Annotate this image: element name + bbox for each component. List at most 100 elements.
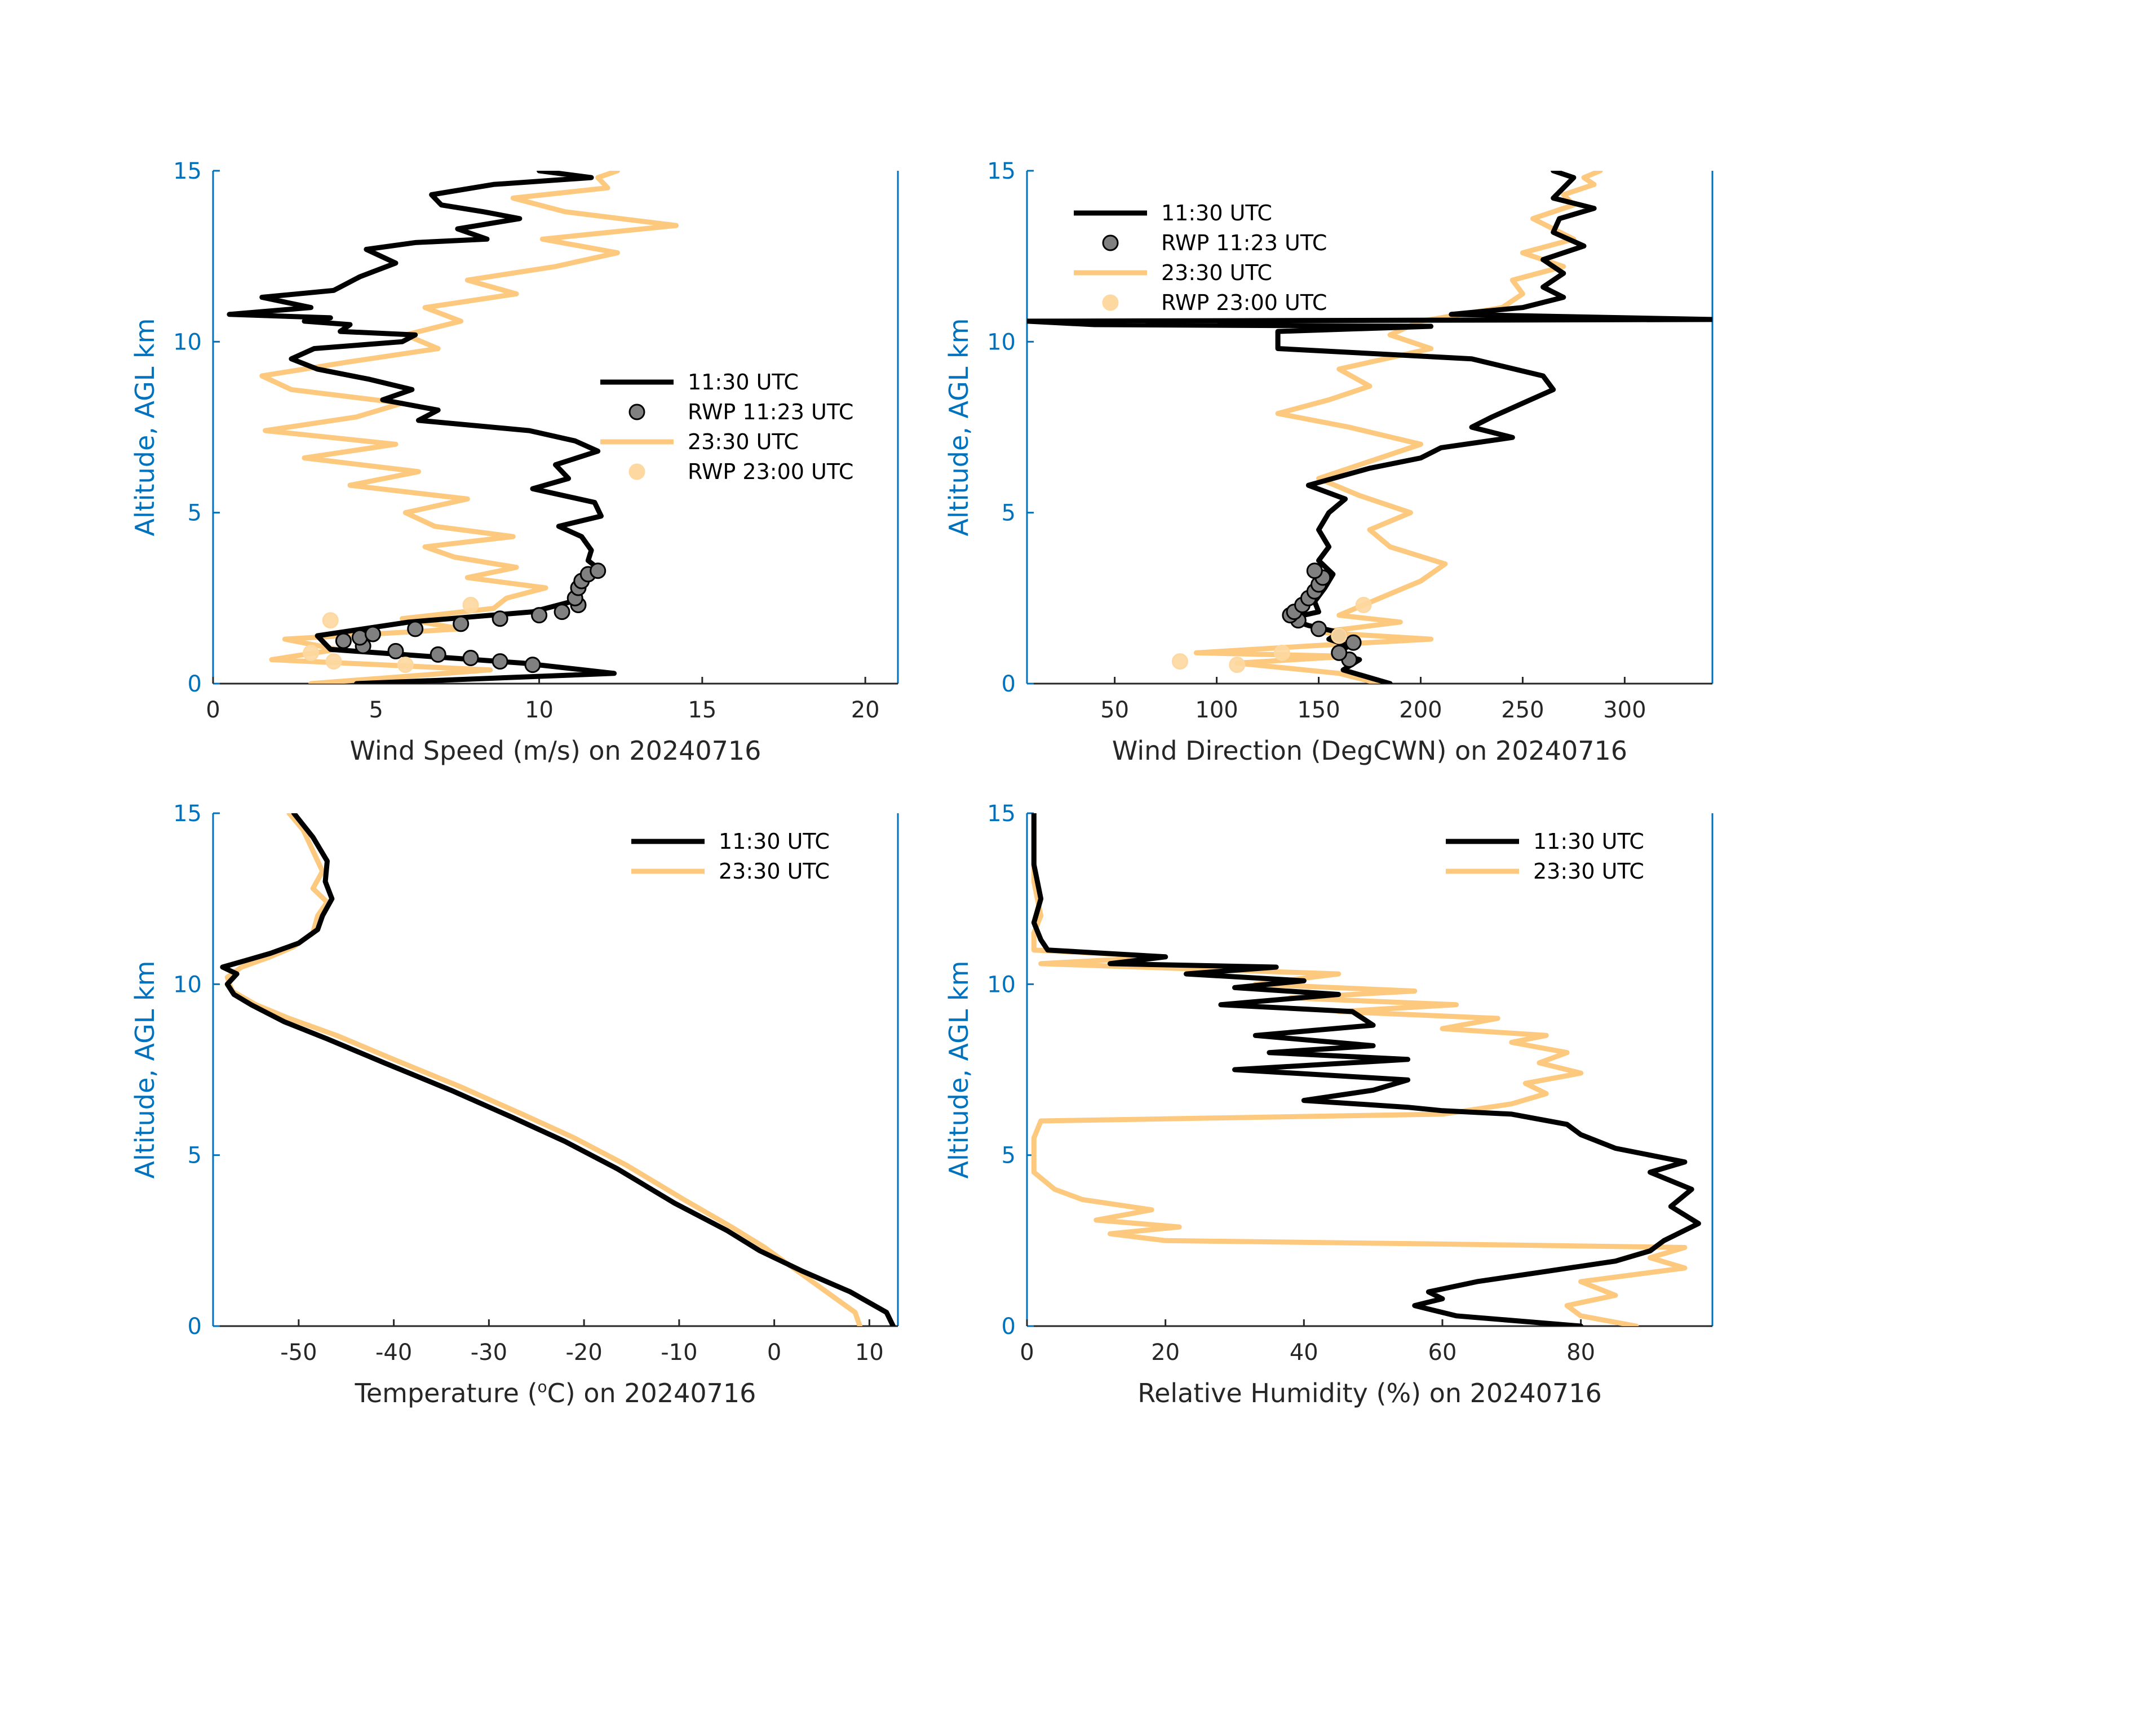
- x-axis-label: Relative Humidity (%) on 20240716: [1137, 1378, 1602, 1408]
- rwp-1123-marker: [365, 626, 381, 642]
- y-axis-label: Altitude, AGL km: [130, 960, 160, 1178]
- x-tick-label: 10: [525, 697, 554, 723]
- x-tick-label: 0: [1020, 1340, 1034, 1366]
- y-tick-label: 10: [173, 972, 202, 998]
- x-tick-label: 150: [1297, 697, 1340, 723]
- y-tick-label: 15: [987, 158, 1016, 184]
- legend-label: 11:30 UTC: [719, 829, 830, 854]
- legend-marker-swatch: [628, 463, 645, 480]
- y-tick-label: 10: [173, 329, 202, 355]
- x-tick-label: 300: [1603, 697, 1646, 723]
- series-line-black: [220, 813, 896, 1326]
- rwp-1123-marker: [1306, 562, 1323, 579]
- x-tick-label: 200: [1399, 697, 1442, 723]
- x-axis-label: Wind Direction (DegCWN) on 20240716: [1112, 735, 1627, 766]
- rwp-1123-marker: [1345, 634, 1362, 651]
- x-axis-label-tail: C) on 20240716: [547, 1378, 756, 1408]
- panel-relative-humidity: 0 5 10 15 0 20 40 60 80 Relative Humidity (%) on …: [944, 801, 1714, 1408]
- rwp-1123-marker: [531, 607, 548, 624]
- legend-label: 11:30 UTC: [1533, 829, 1644, 854]
- y-axis-label: Altitude, AGL km: [130, 318, 160, 536]
- legend-label: 11:30 UTC: [1161, 201, 1272, 225]
- x-tick-label: -10: [661, 1340, 697, 1366]
- rwp-2300-marker: [1229, 657, 1246, 673]
- legend-marker-swatch: [1102, 234, 1119, 251]
- legend-label: 23:30 UTC: [688, 429, 799, 454]
- x-tick-label: 0: [206, 697, 220, 723]
- y-tick-label: 0: [1002, 671, 1016, 697]
- legend-label: RWP 11:23 UTC: [1161, 231, 1327, 255]
- x-tick-label: -30: [471, 1340, 507, 1366]
- legend-label: RWP 11:23 UTC: [688, 400, 853, 424]
- series-line-orange: [1031, 813, 1688, 1326]
- rwp-2300-marker: [322, 612, 339, 629]
- rwp-1123-marker: [462, 650, 479, 666]
- y-tick-label: 0: [188, 1314, 202, 1340]
- legend-marker-swatch: [628, 404, 645, 420]
- rwp-1123-marker: [554, 604, 570, 620]
- y-tick-label: 5: [1002, 500, 1016, 526]
- x-tick-label: 0: [767, 1340, 781, 1366]
- rwp-1123-marker: [387, 642, 404, 659]
- legend-label: RWP 23:00 UTC: [688, 459, 853, 484]
- y-tick-label: 10: [987, 329, 1016, 355]
- x-axis-label: Wind Speed (m/s) on 20240716: [350, 735, 762, 766]
- rwp-1123-marker: [453, 615, 470, 632]
- x-tick-label: 5: [369, 697, 383, 723]
- y-tick-label: 5: [1002, 1143, 1016, 1169]
- x-tick-label: 20: [851, 697, 880, 723]
- y-tick-label: 0: [188, 671, 202, 697]
- panel-wind-direction: 0 5 10 15 50 100 150 200 250 300 Wind Direction (D…: [944, 158, 1714, 766]
- rwp-1123-marker: [492, 653, 508, 670]
- x-tick-label: -40: [375, 1340, 412, 1366]
- x-tick-label: 100: [1195, 697, 1238, 723]
- x-tick-label: -20: [565, 1340, 602, 1366]
- rwp-2300-marker: [303, 644, 320, 661]
- rwp-2300-marker: [1171, 653, 1188, 670]
- y-tick-label: 15: [173, 801, 202, 827]
- legend-label: 11:30 UTC: [688, 370, 799, 395]
- rwp-1123-marker: [430, 646, 446, 663]
- rwp-1123-marker: [492, 610, 508, 627]
- x-tick-label: 60: [1428, 1340, 1457, 1366]
- legend-label: 23:30 UTC: [719, 859, 830, 884]
- rwp-1123-marker: [407, 620, 424, 637]
- series-line-black: [1031, 813, 1701, 1326]
- rwp-2300-marker: [1273, 644, 1290, 661]
- legend: 11:30 UTC 23:30 UTC: [631, 829, 830, 884]
- legend-marker-swatch: [1102, 294, 1119, 311]
- y-tick-label: 15: [173, 158, 202, 184]
- y-axis-label: Altitude, AGL km: [944, 960, 974, 1178]
- x-tick-label: 50: [1100, 697, 1129, 723]
- x-tick-label: 40: [1290, 1340, 1318, 1366]
- y-tick-label: 5: [188, 1143, 202, 1169]
- rwp-2300-marker: [397, 657, 414, 673]
- x-axis-label-superscript: o: [538, 1377, 547, 1396]
- y-tick-label: 5: [188, 500, 202, 526]
- x-axis-label: Temperature (oC) on 20240716: [355, 1377, 756, 1408]
- legend: 11:30 UTC 23:30 UTC: [1446, 829, 1644, 884]
- y-axis-label: Altitude, AGL km: [944, 318, 974, 536]
- x-axis-label-main: Temperature (: [355, 1378, 538, 1408]
- x-tick-label: 10: [855, 1340, 884, 1366]
- rwp-1123-marker: [524, 657, 541, 673]
- rwp-2300-marker: [462, 596, 479, 613]
- x-tick-label: 250: [1501, 697, 1544, 723]
- rwp-2300-marker: [325, 653, 342, 670]
- panel-temperature: 0 5 10 15 -50 -40 -30 -20 -10 0 10 Temperature (oC)…: [130, 801, 899, 1408]
- panel-wind-speed: 0 5 10 15 0 5 10 15 20 Wind Speed (m/s) on 202407…: [130, 158, 899, 766]
- rwp-1123-marker: [1331, 644, 1348, 661]
- x-tick-label: 80: [1566, 1340, 1595, 1366]
- legend-label: 23:30 UTC: [1161, 260, 1272, 285]
- x-tick-label: 15: [688, 697, 716, 723]
- rwp-1123-marker: [1311, 620, 1327, 637]
- rwp-2300-marker: [1355, 596, 1372, 613]
- series-line-orange: [224, 813, 862, 1326]
- legend: 11:30 UTC RWP 11:23 UTC 23:30 UTC RWP 23:00…: [1074, 201, 1327, 315]
- legend-label: 23:30 UTC: [1533, 859, 1644, 884]
- legend-label: RWP 23:00 UTC: [1161, 290, 1327, 315]
- rwp-1123-marker: [335, 632, 352, 649]
- series-line-orange: [259, 171, 679, 684]
- rwp-1123-marker: [590, 562, 606, 579]
